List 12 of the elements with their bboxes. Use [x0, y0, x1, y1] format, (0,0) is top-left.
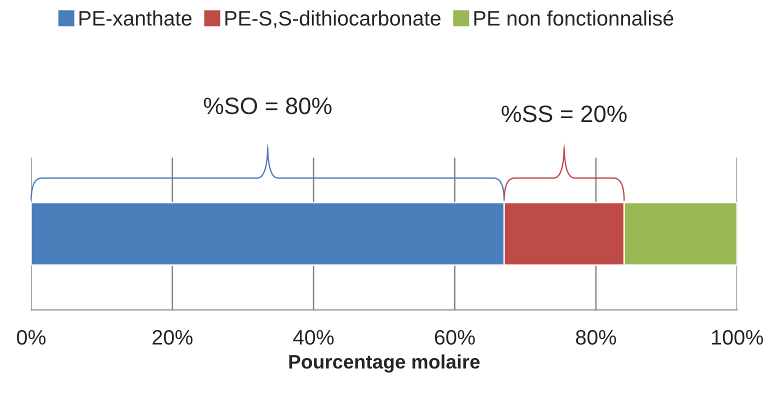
x-tick-label: 40% — [293, 330, 334, 345]
legend-label: PE-S,S-dithiocarbonate — [225, 10, 440, 28]
x-axis-title: Pourcentage molaire — [289, 354, 480, 373]
x-tick-label: 20% — [152, 330, 192, 345]
legend-label: PE-xanthate — [80, 10, 192, 26]
x-tick-label: 60% — [434, 330, 475, 345]
x-tick-label: 80% — [576, 330, 616, 345]
x-tick-label: 0% — [16, 330, 46, 345]
text: %SS = 20% — [502, 106, 627, 122]
text: %SO = 80% — [204, 98, 332, 114]
legend-label: PE non fonctionnalisé — [474, 10, 674, 26]
x-tick-label: 100% — [712, 330, 763, 345]
